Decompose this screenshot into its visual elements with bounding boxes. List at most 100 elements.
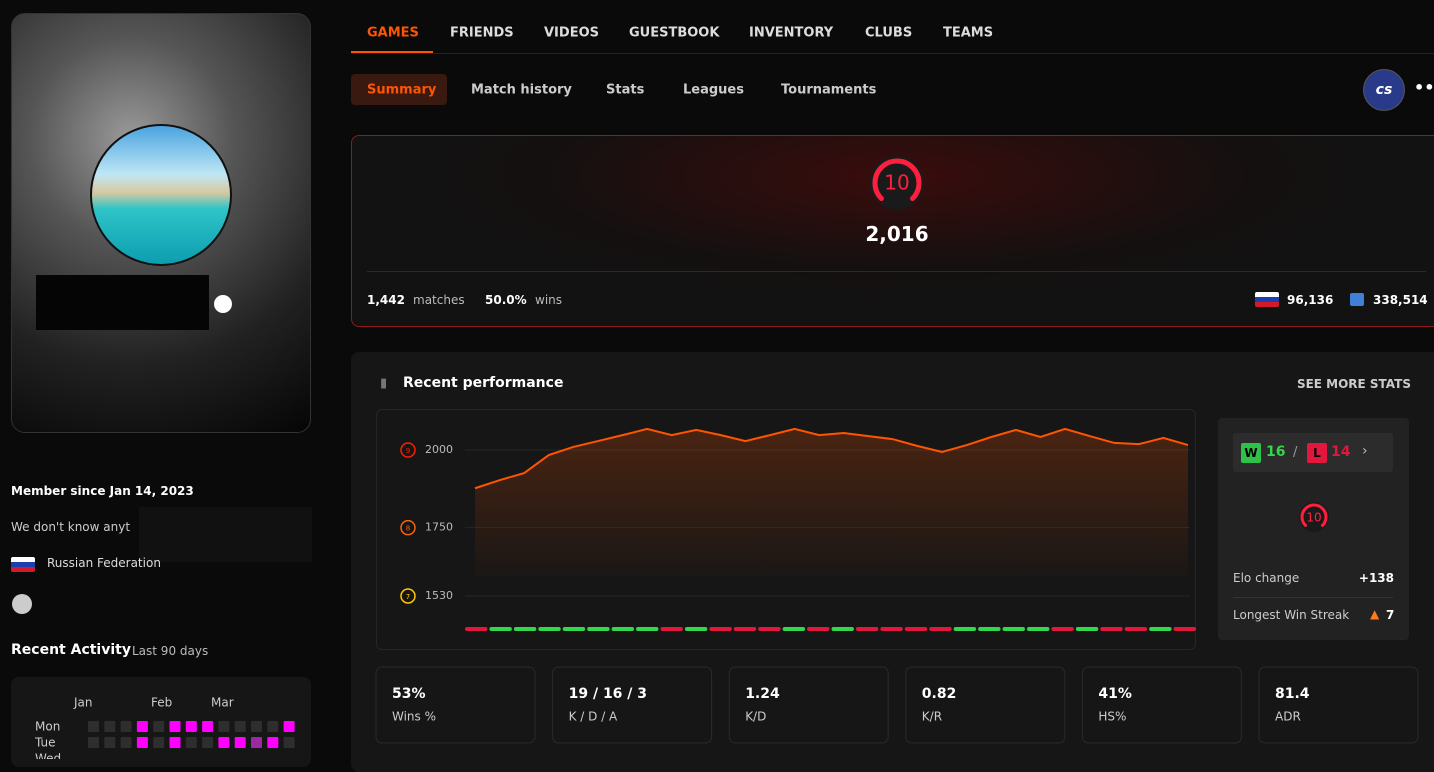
level-icon xyxy=(400,588,416,604)
nav-tab[interactable]: INVENTORY xyxy=(749,26,834,41)
chart-box xyxy=(376,409,1196,650)
stat-value: 81.4 xyxy=(1275,686,1310,702)
stat-label: K / D / A xyxy=(569,710,618,724)
chart-icon: ▮ xyxy=(380,376,388,391)
nav-tab[interactable]: CLUBS xyxy=(865,26,912,41)
activity-cell xyxy=(185,737,197,748)
stat-value: 41% xyxy=(1098,686,1132,702)
activity-cell xyxy=(267,737,279,748)
activity-title: Recent Activity xyxy=(11,642,131,658)
elo-change-label: Elo change xyxy=(1233,571,1300,585)
activity-cell xyxy=(218,721,230,732)
day-label: Wed xyxy=(35,752,61,760)
level: 10 xyxy=(884,171,909,195)
day-label: Tue xyxy=(34,736,56,750)
l-badge: L xyxy=(1307,443,1327,463)
stat-card xyxy=(1081,666,1242,744)
streak-label: Longest Win Streak xyxy=(1233,608,1350,622)
country-rank: 96,136 xyxy=(1287,293,1334,307)
activity-cell xyxy=(283,721,295,732)
stat-card xyxy=(1258,666,1419,744)
activity-cell xyxy=(169,721,181,732)
stat-label: K/D xyxy=(745,710,766,724)
level: 10 xyxy=(1306,511,1321,525)
nav-tab[interactable]: VIDEOS xyxy=(544,26,599,41)
stat-card xyxy=(552,666,713,744)
subnav-tab[interactable]: Summary xyxy=(367,83,437,98)
verified-badge xyxy=(214,295,232,313)
activity-cell xyxy=(120,721,132,732)
y-tick-label: 1750 xyxy=(425,521,453,534)
wins: 16 xyxy=(1266,444,1286,460)
level-icon xyxy=(400,519,416,536)
stat-value: 0.82 xyxy=(922,686,957,702)
fire-icon: ▲ xyxy=(1370,607,1380,621)
bio: We don't know anyt xyxy=(11,520,131,534)
level-ring xyxy=(1300,503,1328,527)
activity-cell xyxy=(169,737,181,748)
month-label: Mar xyxy=(211,696,234,710)
activity-cell xyxy=(234,721,246,732)
activity-cell xyxy=(88,737,99,748)
level-icon xyxy=(400,442,416,458)
wins-label: wins xyxy=(535,293,563,307)
elo-change: +138 xyxy=(1358,571,1394,585)
stat-card xyxy=(728,666,889,744)
activity-cell xyxy=(136,737,148,748)
y-tick-label: 1530 xyxy=(425,589,453,602)
activity-cell xyxy=(185,721,197,732)
activity-cell xyxy=(88,721,99,732)
nav-divider xyxy=(351,53,1434,54)
activity-cell xyxy=(153,721,165,732)
subnav-tab[interactable]: Stats xyxy=(606,83,645,98)
avatar xyxy=(90,124,232,266)
level-icon-label: 8 xyxy=(406,525,410,533)
activity-cell xyxy=(251,721,262,732)
activity-cell xyxy=(218,737,230,748)
matches-label: matches xyxy=(413,293,465,307)
stat-card xyxy=(375,666,536,744)
activity-cell xyxy=(251,737,262,748)
performance-title: Recent performance xyxy=(403,375,564,391)
subnav-tab[interactable]: Match history xyxy=(471,83,572,98)
flag xyxy=(11,557,35,572)
activity-period: Last 90 days xyxy=(132,644,209,658)
losses: 14 xyxy=(1331,444,1351,460)
nav-tab[interactable]: FRIENDS xyxy=(450,26,514,41)
level-ring xyxy=(872,158,922,202)
activity-cell xyxy=(136,721,148,732)
steam-icon xyxy=(12,594,32,614)
nav-tab[interactable]: TEAMS xyxy=(943,26,993,41)
activity-cell xyxy=(267,721,279,732)
day-label: Mon xyxy=(35,720,60,734)
game-badge: cs xyxy=(1363,69,1405,111)
area xyxy=(475,428,1188,576)
level-icon-label: 7 xyxy=(406,593,410,601)
nav-tab[interactable]: GUESTBOOK xyxy=(629,26,720,41)
stat-label: K/R xyxy=(922,710,942,724)
side-divider xyxy=(1233,597,1393,598)
activity-cell xyxy=(202,737,214,748)
month-label: Jan xyxy=(73,696,93,710)
stat-value: 19 / 16 / 3 xyxy=(569,686,647,702)
member-since: Member since Jan 14, 2023 xyxy=(11,484,194,498)
see-more-stats[interactable]: SEE MORE STATS xyxy=(1296,377,1411,391)
month-label: Feb xyxy=(151,696,172,710)
stat-value: 1.24 xyxy=(745,686,780,702)
stat-label: HS% xyxy=(1098,710,1126,724)
matches: 1,442 xyxy=(367,293,405,307)
redacted-bio xyxy=(139,507,312,562)
y-tick-label: 2000 xyxy=(425,443,453,456)
nav-tab[interactable]: GAMES xyxy=(367,26,419,41)
activity-cell xyxy=(202,721,214,732)
subnav-tab[interactable]: Leagues xyxy=(683,83,744,98)
region-icon xyxy=(1350,293,1364,306)
redacted-name xyxy=(36,275,209,330)
subnav-tab[interactable]: Tournaments xyxy=(781,83,877,98)
activity-cell xyxy=(104,737,116,748)
activity-cell xyxy=(283,737,295,748)
more-menu[interactable]: ••• xyxy=(1414,78,1434,97)
activity-cell xyxy=(104,721,116,732)
stat-label: Wins % xyxy=(392,710,436,724)
